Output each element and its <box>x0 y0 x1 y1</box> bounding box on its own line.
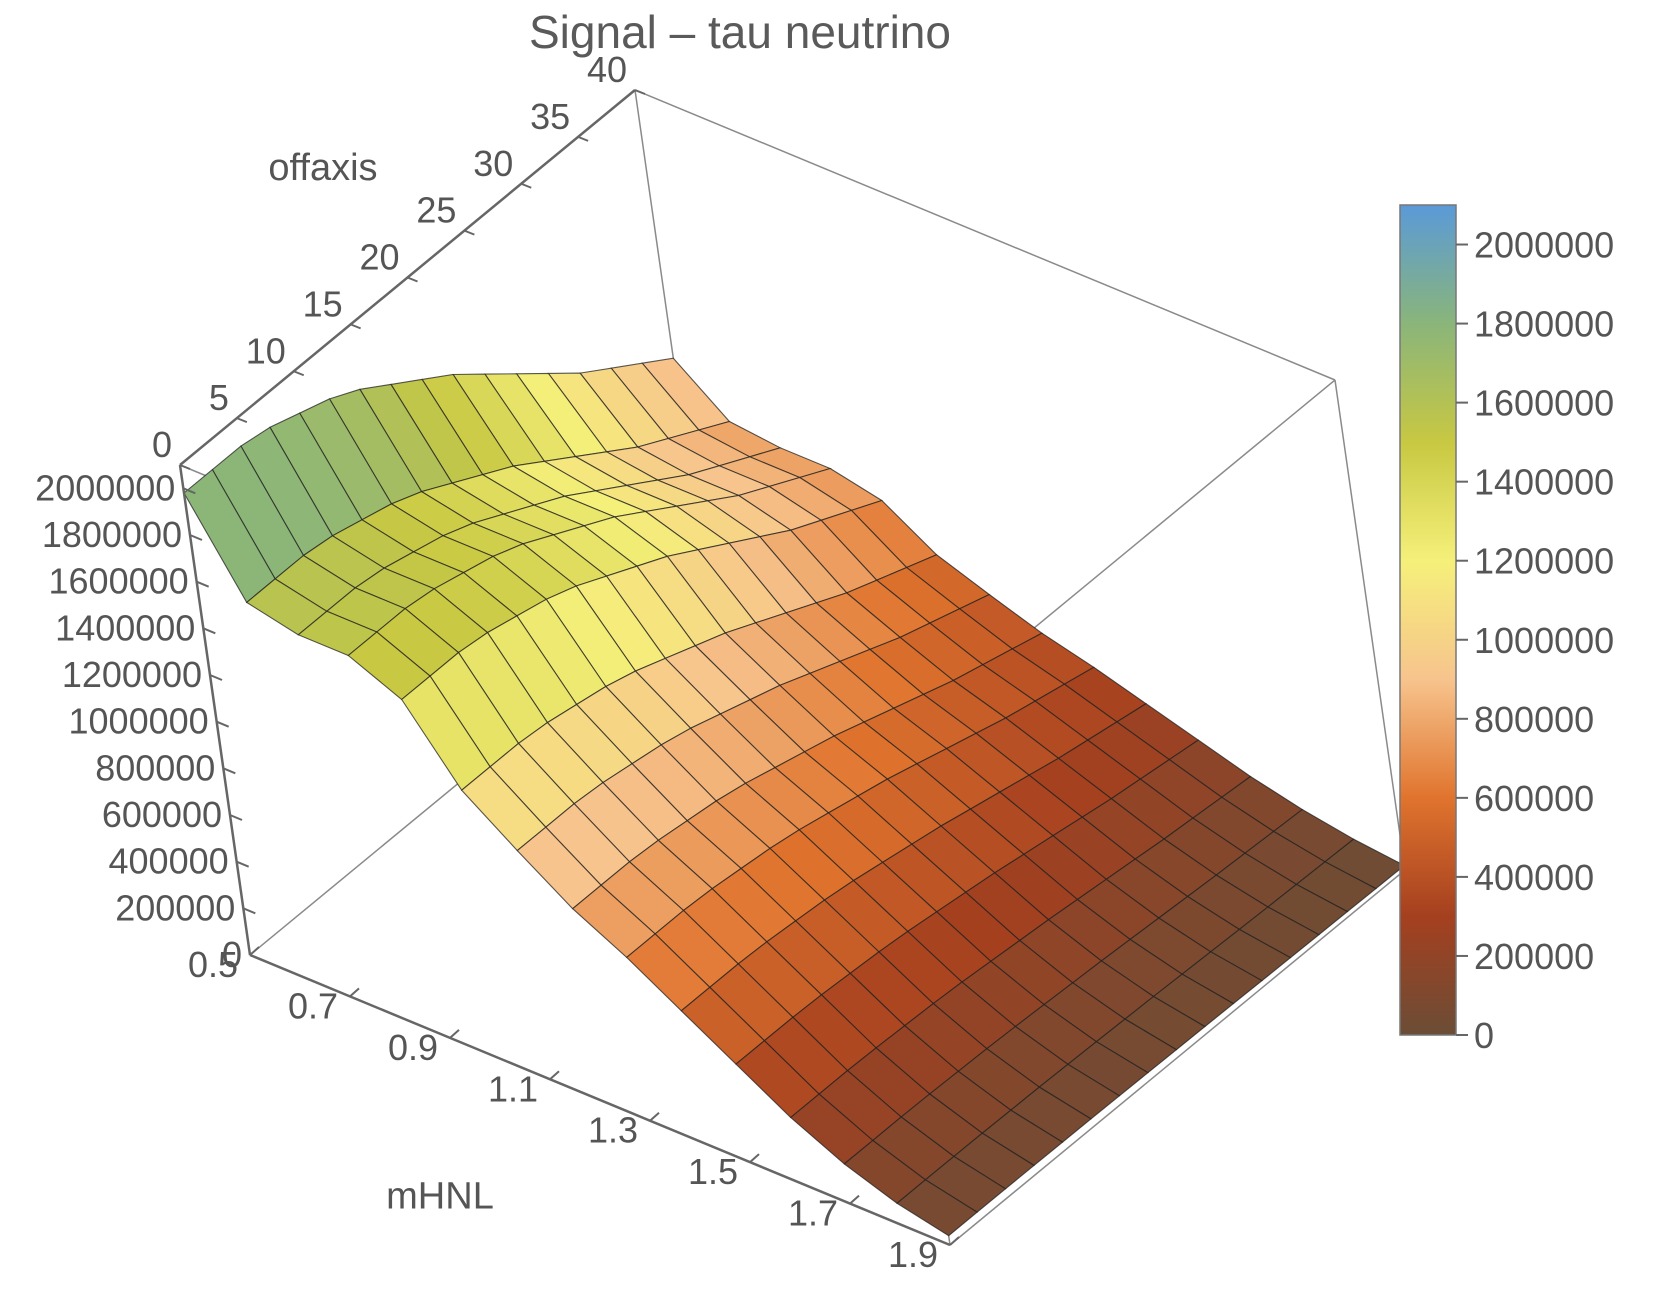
z-tick-label: 1400000 <box>55 607 195 648</box>
mhnl-tick-label: 1.9 <box>888 1234 938 1275</box>
offaxis-tick-mark <box>179 464 191 470</box>
z-tick-mark <box>196 580 210 588</box>
axes: 0.50.70.91.11.31.51.71.9mHNL051015202530… <box>35 49 960 1275</box>
offaxis-tick-mark <box>407 276 418 283</box>
z-tick-label: 600000 <box>102 794 222 835</box>
colorbar-tick-label: 1000000 <box>1474 620 1614 661</box>
z-tick-label: 800000 <box>95 747 215 788</box>
offaxis-tick-label: 25 <box>416 190 456 231</box>
colorbar-gradient <box>1399 204 1457 1036</box>
z-tick-mark <box>216 720 230 728</box>
mhnl-tick-mark <box>549 1070 560 1081</box>
box-edge-2 <box>949 869 1406 1246</box>
z-tick-mark <box>229 814 243 821</box>
z-tick-mark <box>209 674 223 681</box>
mhnl-tick-mark <box>749 1153 760 1163</box>
mhnl-axis-line <box>249 953 951 1247</box>
colorbar-tick-label: 2000000 <box>1474 225 1614 266</box>
colorbar-tick-label: 400000 <box>1474 857 1594 898</box>
surface-mesh <box>183 357 1406 1237</box>
mhnl-tick-mark <box>849 1194 860 1205</box>
chart-title: Signal – tau neutrino <box>529 6 951 58</box>
offaxis-tick-label: 20 <box>359 237 399 278</box>
mhnl-tick-label: 1.7 <box>788 1193 838 1234</box>
mhnl-tick-label: 0.5 <box>188 944 238 985</box>
offaxis-tick-label: 35 <box>530 96 570 137</box>
box-edge-7 <box>634 89 1336 381</box>
z-tick-mark <box>236 860 250 868</box>
mhnl-tick-label: 0.9 <box>388 1027 438 1068</box>
offaxis-tick-label: 0 <box>152 424 172 465</box>
mhnl-tick-label: 1.3 <box>588 1110 638 1151</box>
offaxis-axis-label: offaxis <box>268 147 377 189</box>
offaxis-tick-mark <box>236 417 248 424</box>
colorbar-legend: 0 200000 400000 600000 800000 1000000 1200000 1… <box>1399 204 1614 1056</box>
colorbar-tick-label: 800000 <box>1474 699 1594 740</box>
z-tick-label: 1000000 <box>69 701 209 742</box>
colorbar-tick-label: 1400000 <box>1474 462 1614 503</box>
offaxis-tick-label: 15 <box>303 283 343 324</box>
z-tick-mark <box>202 627 216 635</box>
mhnl-tick-mark <box>649 1111 660 1122</box>
offaxis-tick-mark <box>577 135 589 142</box>
z-tick-label: 2000000 <box>35 467 175 508</box>
z-tick-label: 200000 <box>115 887 235 928</box>
offaxis-tick-mark <box>634 89 646 95</box>
surface-cell-13-0 <box>896 1179 979 1237</box>
offaxis-tick-label: 30 <box>473 143 513 184</box>
z-tick-label: 1600000 <box>49 561 189 602</box>
mhnl-tick-mark <box>249 946 260 956</box>
z-axis-line <box>178 464 252 956</box>
z-tick-mark <box>242 907 256 915</box>
z-tick-label: 0 <box>222 934 242 975</box>
mhnl-axis-label: mHNL <box>386 1176 494 1218</box>
colorbar-tick-label: 200000 <box>1474 936 1594 977</box>
z-tick-mark <box>222 767 236 775</box>
z-tick-mark <box>182 487 196 495</box>
box-edge-11 <box>1334 379 1406 871</box>
mhnl-tick-mark <box>349 987 360 998</box>
colorbar-tick-label: 1600000 <box>1474 383 1614 424</box>
offaxis-tick-label: 5 <box>209 377 229 418</box>
z-tick-mark <box>189 534 203 541</box>
mhnl-tick-label: 1.5 <box>688 1151 738 1192</box>
mhnl-tick-mark <box>949 1236 960 1246</box>
z-tick-label: 1800000 <box>42 514 182 555</box>
offaxis-tick-mark <box>464 229 475 236</box>
colorbar-tick-label: 0 <box>1474 1015 1494 1056</box>
z-tick-label: 1200000 <box>62 654 202 695</box>
mhnl-tick-label: 1.1 <box>488 1068 538 1109</box>
mhnl-tick-mark <box>449 1029 460 1039</box>
colorbar-tick-label: 600000 <box>1474 778 1594 819</box>
offaxis-tick-mark <box>520 182 532 189</box>
z-tick-mark <box>249 954 263 961</box>
offaxis-tick-mark <box>350 323 361 330</box>
offaxis-tick-mark <box>293 370 305 377</box>
colorbar-tick-label: 1800000 <box>1474 304 1614 345</box>
offaxis-tick-label: 10 <box>246 330 286 371</box>
offaxis-tick-label: 40 <box>587 49 627 90</box>
mhnl-tick-label: 0.7 <box>288 985 338 1026</box>
z-tick-label: 400000 <box>109 841 229 882</box>
colorbar-tick-label: 1200000 <box>1474 541 1614 582</box>
